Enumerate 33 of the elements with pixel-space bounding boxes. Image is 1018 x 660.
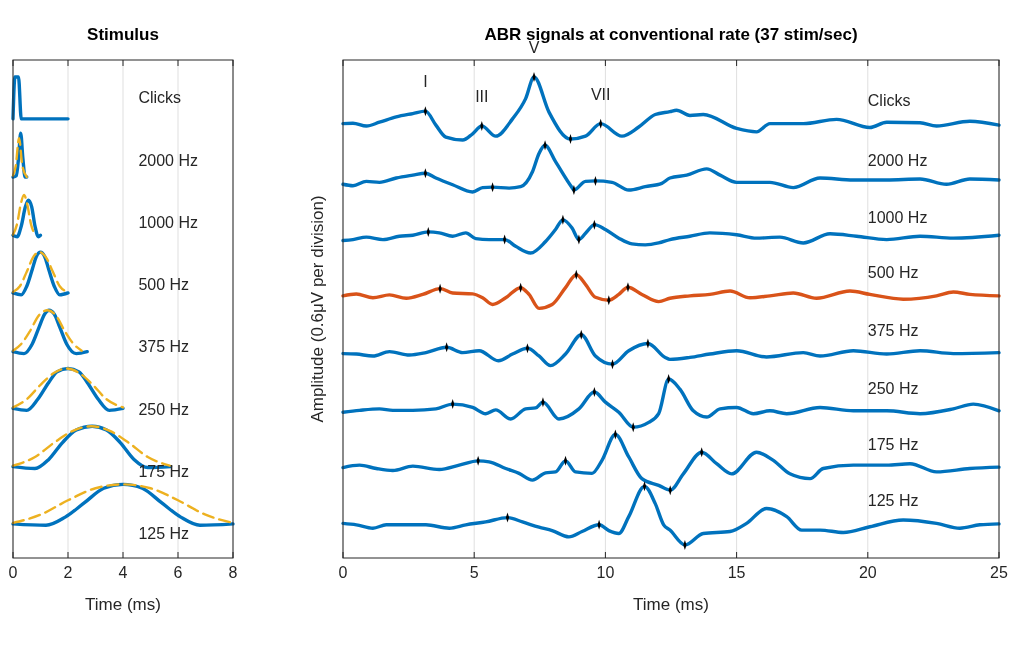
x-tick-label: 0 <box>338 564 348 581</box>
y-axis-title: Amplitude (0.6μV per division) <box>308 195 327 423</box>
annotation: 2000 Hz <box>138 151 198 169</box>
series-label: 375 Hz <box>867 321 919 339</box>
annotation: III <box>475 88 489 106</box>
x-tick-label: 8 <box>228 564 238 581</box>
x-axis-title: Time (ms) <box>85 595 161 614</box>
annotation: 1000 Hz <box>138 213 198 231</box>
x-tick-label: 2 <box>63 564 73 581</box>
chart-title: Stimulus <box>87 25 159 44</box>
x-tick-label: 20 <box>858 564 877 581</box>
annotation: VII <box>590 85 611 103</box>
series-label: 500 Hz <box>867 264 919 282</box>
series-label: 125 Hz <box>867 491 919 509</box>
x-tick-label: 6 <box>173 564 183 581</box>
x-tick-label: 5 <box>469 564 479 581</box>
series-label: 2000 Hz <box>867 152 928 170</box>
x-tick-label: 15 <box>727 564 746 581</box>
annotation: Clicks <box>138 89 182 107</box>
series-label: 175 Hz <box>867 435 919 453</box>
annotation: 250 Hz <box>138 400 190 418</box>
series-label: Clicks <box>867 91 911 109</box>
x-tick-label: 25 <box>990 564 1008 581</box>
x-tick-label: 0 <box>8 564 18 581</box>
series-label: 250 Hz <box>867 380 919 398</box>
x-tick-label: 10 <box>596 564 615 581</box>
series-label: 1000 Hz <box>867 208 928 226</box>
x-tick-label: 4 <box>118 564 128 581</box>
x-axis-title: Time (ms) <box>633 595 709 614</box>
annotation: 500 Hz <box>138 276 190 294</box>
annotation: I <box>423 73 428 91</box>
annotation: 375 Hz <box>138 338 190 356</box>
annotation: 125 Hz <box>138 525 190 543</box>
